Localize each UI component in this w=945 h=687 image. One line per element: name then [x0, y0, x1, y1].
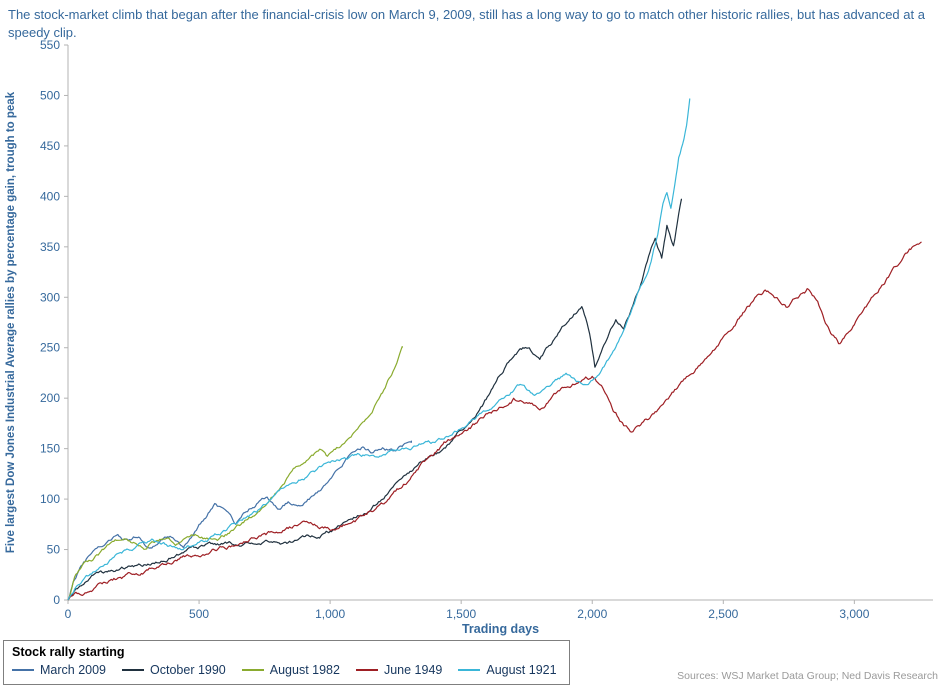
y-tick-label: 50 [47, 543, 61, 557]
x-tick-label: 500 [189, 607, 209, 621]
y-tick-label: 450 [40, 139, 60, 153]
chart-title: The stock-market climb that began after … [8, 7, 925, 41]
legend-swatch-march-2009 [12, 669, 34, 671]
y-tick-label: 400 [40, 189, 60, 203]
legend-swatch-october-1990 [122, 669, 145, 671]
legend-items: March 2009 October 1990 August 1982 June 19… [12, 663, 557, 677]
x-tick-label: 0 [65, 607, 72, 621]
y-tick-label: 500 [40, 88, 60, 102]
chart-area: 0 50 100 150 200 250 300 350 400 450 500 550 0 500 1,0… [0, 36, 945, 641]
legend-swatch-june-1949 [355, 669, 378, 671]
x-tick-label: 3,000 [839, 607, 869, 621]
y-tick-label: 100 [40, 492, 60, 506]
source-note: Sources: WSJ Market Data Group; Ned Davi… [677, 670, 938, 682]
legend-swatch-august-1921 [458, 669, 481, 671]
series-line-october-1990 [67, 198, 683, 601]
series-line-august-1921 [67, 98, 691, 601]
legend-title: Stock rally starting [12, 645, 125, 659]
y-tick-label: 250 [40, 341, 60, 355]
legend-item-october-1990: October 1990 [122, 663, 226, 677]
y-tick-label: 150 [40, 442, 60, 456]
legend-label: March 2009 [40, 663, 107, 677]
legend-label: August 1921 [486, 663, 557, 677]
y-tick-label: 550 [40, 38, 60, 52]
legend-item-june-1949: June 1949 [355, 663, 443, 677]
series-line-august-1982 [67, 346, 404, 601]
x-tick-label: 1,500 [446, 607, 476, 621]
legend-item-august-1921: August 1921 [458, 663, 557, 677]
legend-swatch-august-1982 [241, 669, 264, 671]
x-axis-title: Trading days [462, 622, 539, 636]
y-tick-label: 200 [40, 391, 60, 405]
legend-label: August 1982 [269, 663, 340, 677]
rally-line-chart: 0 50 100 150 200 250 300 350 400 450 500 550 0 500 1,0… [5, 38, 933, 636]
y-tick-label: 300 [40, 290, 60, 304]
legend-item-august-1982: August 1982 [241, 663, 340, 677]
series-line-june-1949 [67, 241, 922, 601]
y-tick-label: 350 [40, 240, 60, 254]
x-tick-label: 1,000 [315, 607, 345, 621]
legend-box: Stock rally starting March 2009 October 1… [3, 640, 570, 685]
x-tick-label: 2,000 [577, 607, 607, 621]
legend-item-march-2009: March 2009 [12, 663, 106, 677]
y-axis-title: Five largest Dow Jones Industrial Averag… [5, 91, 17, 553]
legend-label: June 1949 [383, 663, 443, 677]
legend-label: October 1990 [150, 663, 226, 677]
x-tick-label: 2,500 [708, 607, 738, 621]
y-tick-label: 0 [53, 593, 60, 607]
